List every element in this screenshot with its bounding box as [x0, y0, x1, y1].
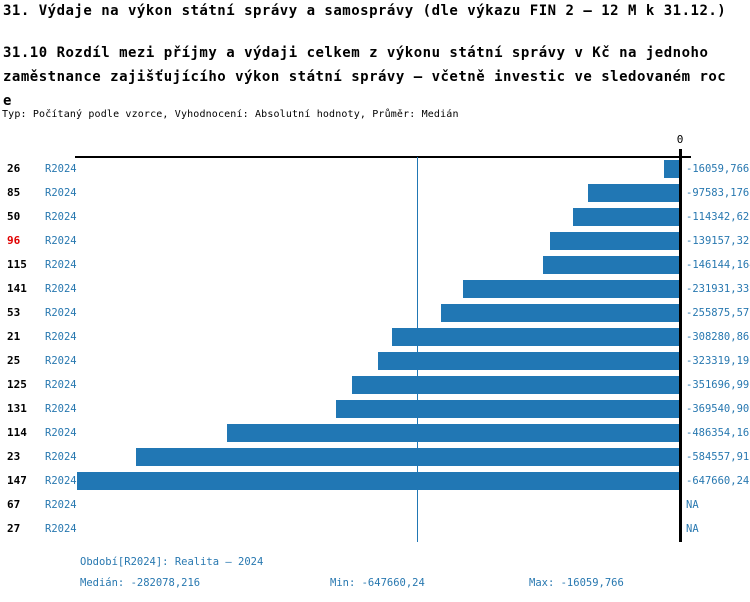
series-label: R2024 — [45, 451, 77, 463]
category-label: 131 — [7, 402, 27, 415]
subtitle-line-3: e — [3, 93, 12, 109]
value-bar — [573, 208, 679, 226]
category-label: 53 — [7, 306, 21, 319]
series-label: R2024 — [45, 211, 77, 223]
value-label: NA — [686, 523, 699, 535]
subtitle-line-1: 31.10 Rozdíl mezi příjmy a výdaji celkem… — [3, 45, 709, 61]
series-label: R2024 — [45, 403, 77, 415]
value-bar — [227, 424, 679, 442]
series-label: R2024 — [45, 187, 77, 199]
chart-row: 67 R2024 NA — [0, 493, 750, 517]
series-label: R2024 — [45, 331, 77, 343]
value-bar — [588, 184, 679, 202]
value-bar — [463, 280, 679, 298]
category-label: 67 — [7, 498, 21, 511]
value-bar — [664, 160, 679, 178]
value-bar — [392, 328, 679, 346]
median-stat: Medián: -282078,216 — [80, 577, 201, 589]
value-label: -114342,625 — [686, 211, 750, 223]
category-label: 147 — [7, 474, 27, 487]
value-bar — [336, 400, 679, 418]
report-meta: Typ: Počítaný podle vzorce, Vyhodnocení:… — [2, 109, 459, 120]
chart-row: 50 R2024 -114342,625 — [0, 205, 750, 229]
chart-row: 96 R2024 -139157,328 — [0, 229, 750, 253]
chart-row: 27 R2024 NA — [0, 517, 750, 541]
value-label: -255875,57 — [686, 307, 750, 319]
value-label: NA — [686, 499, 699, 511]
chart-row: 21 R2024 -308280,862 — [0, 325, 750, 349]
chart-row: 147 R2024 -647660,24 — [0, 469, 750, 493]
value-bar — [77, 472, 679, 490]
category-label: 50 — [7, 210, 21, 223]
value-bar — [136, 448, 679, 466]
series-label: R2024 — [45, 163, 77, 175]
chart-row: 85 R2024 -97583,176 — [0, 181, 750, 205]
value-label: -486354,169 — [686, 427, 750, 439]
value-label: -308280,862 — [686, 331, 750, 343]
category-label: 21 — [7, 330, 21, 343]
report-title: 31. Výdaje na výkon státní správy a samo… — [3, 3, 727, 19]
value-label: -584557,91 — [686, 451, 750, 463]
series-label: R2024 — [45, 499, 77, 511]
series-label: R2024 — [45, 235, 77, 247]
median-line — [416, 157, 419, 542]
series-label: R2024 — [45, 283, 77, 295]
zero-axis-line — [679, 149, 682, 542]
category-label: 85 — [7, 186, 21, 199]
value-label: -97583,176 — [686, 187, 750, 199]
value-label: -323319,198 — [686, 355, 750, 367]
max-stat: Max: -16059,766 — [529, 577, 624, 589]
chart-row: 53 R2024 -255875,57 — [0, 301, 750, 325]
value-bar — [543, 256, 679, 274]
value-label: -16059,766 — [686, 163, 750, 175]
series-label: R2024 — [45, 523, 77, 535]
value-label: -369540,905 — [686, 403, 750, 415]
value-label: -351696,991 — [686, 379, 750, 391]
value-label: -231931,332 — [686, 283, 750, 295]
chart-row: 125 R2024 -351696,991 — [0, 373, 750, 397]
category-label: 125 — [7, 378, 27, 391]
period-label: Období[R2024]: Realita – 2024 — [80, 556, 264, 568]
series-label: R2024 — [45, 379, 77, 391]
value-label: -647660,24 — [686, 475, 750, 487]
category-label: 96 — [7, 234, 21, 247]
chart-row: 141 R2024 -231931,332 — [0, 277, 750, 301]
chart-row: 25 R2024 -323319,198 — [0, 349, 750, 373]
series-label: R2024 — [45, 259, 77, 271]
value-bar — [378, 352, 679, 370]
category-label: 25 — [7, 354, 21, 367]
category-label: 115 — [7, 258, 27, 271]
series-label: R2024 — [45, 475, 77, 487]
category-label: 141 — [7, 282, 27, 295]
axis-zero-tick-label: 0 — [676, 133, 684, 146]
category-label: 23 — [7, 450, 21, 463]
value-bar — [550, 232, 679, 250]
value-bar — [352, 376, 679, 394]
report-subtitle: 31.10 Rozdíl mezi příjmy a výdaji celkem… — [3, 41, 749, 113]
chart-row: 23 R2024 -584557,91 — [0, 445, 750, 469]
chart-row: 115 R2024 -146144,164 — [0, 253, 750, 277]
chart-row: 26 R2024 -16059,766 — [0, 157, 750, 181]
series-label: R2024 — [45, 307, 77, 319]
min-stat: Min: -647660,24 — [330, 577, 425, 589]
chart-row: 131 R2024 -369540,905 — [0, 397, 750, 421]
series-label: R2024 — [45, 355, 77, 367]
subtitle-line-2: zaměstnance zajišťujícího výkon státní s… — [3, 69, 727, 85]
value-label: -146144,164 — [686, 259, 750, 271]
category-label: 114 — [7, 426, 27, 439]
value-label: -139157,328 — [686, 235, 750, 247]
series-label: R2024 — [45, 427, 77, 439]
category-label: 27 — [7, 522, 21, 535]
category-label: 26 — [7, 162, 21, 175]
value-bar — [441, 304, 679, 322]
chart-rows: 26 R2024 -16059,766 85 R2024 -97583,176 50 R202… — [0, 157, 750, 541]
chart-row: 114 R2024 -486354,169 — [0, 421, 750, 445]
axis-top-line — [75, 156, 691, 158]
